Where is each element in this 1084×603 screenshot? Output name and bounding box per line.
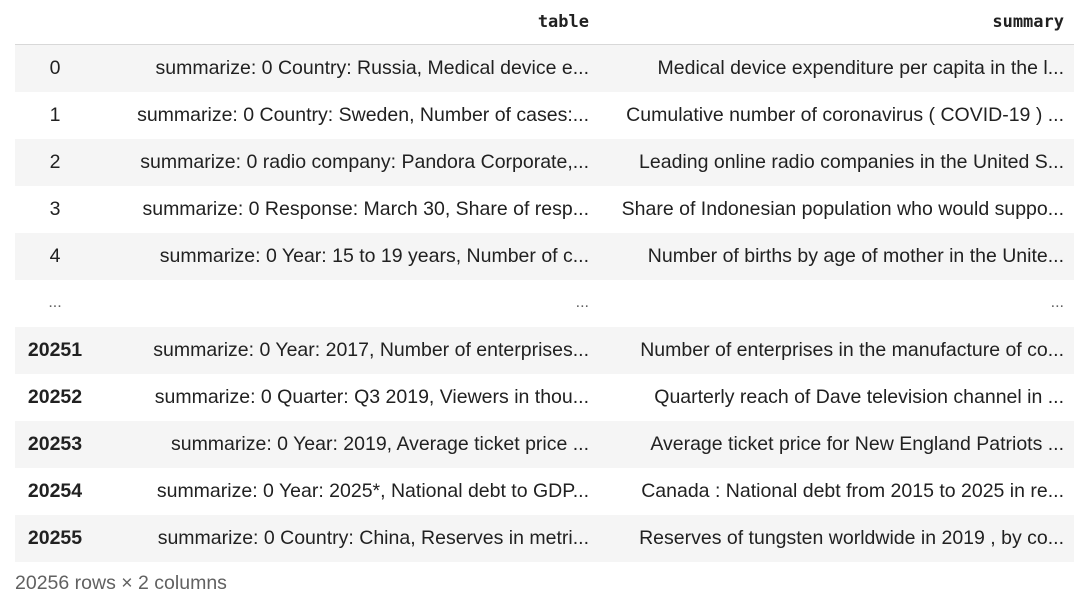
table-body: 0 summarize: 0 Country: Russia, Medical …	[15, 44, 1074, 562]
summary-cell: Medical device expenditure per capita in…	[657, 56, 1064, 79]
row-index: 20255	[27, 526, 83, 549]
summary-cell: Canada : National debt from 2015 to 2025…	[641, 479, 1064, 502]
index-column-header	[15, 0, 95, 45]
table-cell: summarize: 0 Country: China, Reserves in…	[157, 526, 589, 549]
table-cell: summarize: 0 Year: 2025*, National debt …	[156, 479, 589, 502]
row-index: ...	[48, 294, 62, 311]
summary-cell: Average ticket price for New England Pat…	[650, 432, 1064, 455]
summary-cell: Share of Indonesian population who would…	[621, 197, 1064, 220]
table-row: 2 summarize: 0 radio company: Pandora Co…	[15, 138, 1074, 186]
header-row: table summary	[15, 0, 1074, 45]
table-row: 20252 summarize: 0 Quarter: Q3 2019, Vie…	[15, 373, 1074, 421]
summary-cell: Number of enterprises in the manufacture…	[640, 338, 1064, 361]
table-cell: summarize: 0 radio company: Pandora Corp…	[140, 150, 589, 173]
row-index: 20254	[27, 479, 83, 502]
table-cell: summarize: 0 Year: 2017, Number of enter…	[153, 338, 589, 361]
table-row: 1 summarize: 0 Country: Sweden, Number o…	[15, 91, 1074, 139]
table-cell: ...	[575, 294, 589, 311]
dataframe-table: table summary 0 summarize: 0 Country: Ru…	[15, 0, 1074, 562]
table-row: 20251 summarize: 0 Year: 2017, Number of…	[15, 326, 1074, 374]
table-row: 0 summarize: 0 Country: Russia, Medical …	[15, 44, 1074, 92]
row-index: 3	[49, 197, 61, 220]
row-index: 0	[49, 56, 61, 79]
ellipsis-row: ... ... ...	[15, 279, 1074, 327]
table-row: 20253 summarize: 0 Year: 2019, Average t…	[15, 420, 1074, 468]
table-row: 20254 summarize: 0 Year: 2025*, National…	[15, 467, 1074, 515]
summary-cell: Quarterly reach of Dave television chann…	[654, 385, 1064, 408]
summary-cell: Reserves of tungsten worldwide in 2019 ,…	[639, 526, 1064, 549]
table-cell: summarize: 0 Year: 15 to 19 years, Numbe…	[159, 244, 589, 267]
summary-cell: ...	[1050, 294, 1064, 311]
table-cell: summarize: 0 Quarter: Q3 2019, Viewers i…	[154, 385, 589, 408]
row-index: 20252	[27, 385, 83, 408]
dataframe-shape-footer: 20256 rows × 2 columns	[15, 572, 227, 594]
row-index: 1	[49, 103, 61, 126]
summary-column-header: summary	[599, 0, 1074, 45]
table-cell: summarize: 0 Country: Russia, Medical de…	[155, 56, 590, 79]
row-index: 4	[49, 244, 61, 267]
table-column-header: table	[95, 0, 599, 45]
table-row: 20255 summarize: 0 Country: China, Reser…	[15, 514, 1074, 562]
summary-cell: Number of births by age of mother in the…	[647, 244, 1064, 267]
table-cell: summarize: 0 Country: Sweden, Number of …	[137, 103, 589, 126]
table-header: table summary	[15, 0, 1074, 45]
table-row: 3 summarize: 0 Response: March 30, Share…	[15, 185, 1074, 233]
row-index: 20253	[27, 432, 83, 455]
table-cell: summarize: 0 Response: March 30, Share o…	[142, 197, 589, 220]
summary-cell: Cumulative number of coronavirus ( COVID…	[626, 103, 1064, 126]
table-row: 4 summarize: 0 Year: 15 to 19 years, Num…	[15, 232, 1074, 280]
table-cell: summarize: 0 Year: 2019, Average ticket …	[170, 432, 589, 455]
row-index: 2	[49, 150, 61, 173]
summary-cell: Leading online radio companies in the Un…	[639, 150, 1064, 173]
row-index: 20251	[27, 338, 83, 361]
